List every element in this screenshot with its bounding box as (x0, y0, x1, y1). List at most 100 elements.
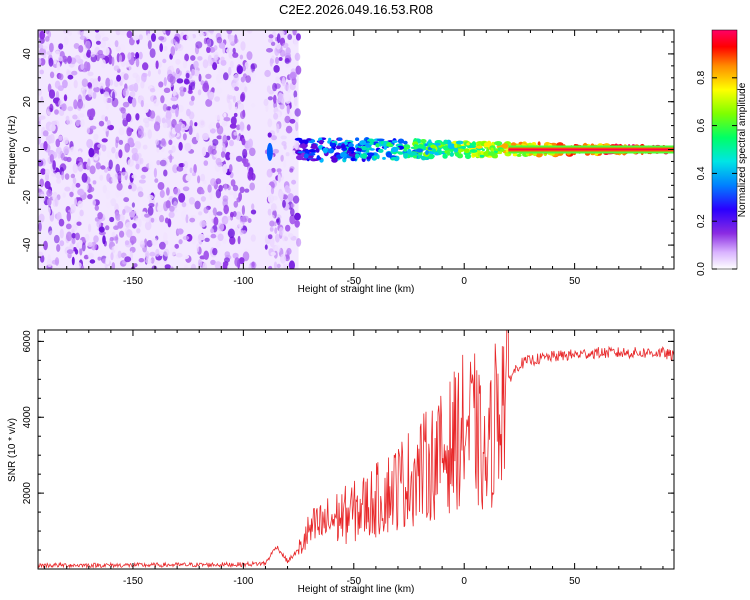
noise-speckle (85, 40, 91, 49)
noise-speckle (165, 30, 171, 36)
noise-speckle (137, 191, 144, 198)
noise-speckle (163, 87, 171, 94)
noise-speckle (200, 189, 205, 195)
signal-speckle (454, 143, 458, 148)
noise-speckle (156, 147, 160, 153)
noise-speckle (65, 223, 72, 230)
noise-speckle (290, 208, 295, 217)
noise-speckle (233, 73, 240, 82)
noise-speckle (102, 46, 110, 56)
noise-speckle (66, 231, 73, 242)
noise-speckle (124, 143, 130, 153)
noise-speckle (263, 98, 269, 106)
noise-speckle (292, 195, 300, 204)
noise-speckle (191, 234, 197, 245)
noise-speckle (73, 197, 78, 206)
noise-speckle (118, 54, 123, 63)
noise-speckle (159, 241, 166, 250)
noise-speckle (117, 173, 122, 182)
noise-speckle (93, 133, 99, 141)
noise-speckle (124, 240, 130, 246)
signal-speckle (501, 143, 509, 149)
noise-speckle (190, 95, 195, 102)
noise-speckle (66, 211, 72, 222)
noise-speckle (291, 179, 297, 185)
noise-speckle (138, 34, 143, 41)
snr-xtick-label: 50 (569, 576, 581, 587)
noise-speckle (160, 95, 165, 104)
spectrogram-axes: -150 -100 -50 0 50 -40 -20 0 20 40 (22, 29, 674, 287)
noise-speckle (220, 59, 227, 66)
noise-speckle (223, 112, 227, 118)
noise-speckle (61, 103, 67, 112)
noise-speckle (294, 52, 301, 62)
noise-speckle (270, 251, 276, 256)
noise-speckle (148, 161, 154, 170)
noise-speckle (235, 155, 243, 162)
noise-speckle (208, 214, 216, 219)
noise-speckle (240, 41, 246, 51)
noise-speckle (180, 123, 186, 133)
noise-speckle (77, 162, 84, 172)
noise-speckle (289, 71, 297, 80)
noise-speckle (56, 178, 62, 184)
noise-speckle (120, 171, 128, 177)
noise-speckle (158, 61, 162, 68)
signal-speckle (348, 142, 354, 148)
noise-speckle (151, 237, 158, 246)
noise-speckle (77, 30, 81, 35)
signal-speckle (409, 152, 418, 156)
noise-speckle (39, 49, 46, 56)
noise-speckle (284, 198, 290, 204)
noise-speckle (93, 153, 99, 161)
noise-speckle (88, 88, 93, 98)
noise-speckle (147, 70, 151, 77)
noise-speckle (270, 187, 275, 195)
signal-speckle (355, 137, 360, 141)
noise-speckle (78, 239, 83, 249)
noise-speckle (126, 113, 132, 123)
noise-speckle (280, 135, 288, 140)
noise-speckle (188, 125, 193, 135)
snr-ytick-label: 4000 (22, 406, 33, 429)
noise-speckle (239, 186, 245, 193)
noise-speckle (184, 142, 192, 152)
noise-speckle (44, 180, 51, 190)
noise-speckle (174, 123, 182, 133)
noise-speckle (250, 103, 256, 108)
noise-speckle (98, 120, 105, 127)
noise-speckle (210, 178, 217, 187)
noise-speckle (158, 36, 165, 41)
signal-speckle (500, 148, 505, 152)
noise-speckle (210, 233, 217, 239)
noise-speckle (135, 52, 140, 60)
noise-speckle (71, 182, 75, 193)
snr-ylabel: SNR (10 * v/v) (7, 418, 18, 482)
noise-speckle (276, 263, 281, 269)
noise-speckle (54, 257, 60, 266)
noise-speckle (86, 51, 91, 58)
noise-speckle (269, 220, 275, 227)
signal-speckle (453, 147, 459, 153)
snr-axes: -150 -100 -50 0 50 2000 4000 6000 (22, 330, 674, 587)
noise-speckle (215, 178, 222, 185)
noise-speckle (265, 184, 272, 194)
signal-speckle (327, 148, 335, 154)
noise-speckle (178, 193, 186, 203)
noise-speckle (171, 145, 176, 153)
signal-speckle (340, 151, 347, 158)
snr-xtick-label: -100 (233, 576, 253, 587)
noise-speckle (53, 234, 60, 244)
noise-speckle (151, 265, 158, 269)
noise-speckle (216, 87, 223, 94)
noise-speckle (87, 82, 92, 88)
noise-speckle (72, 114, 78, 120)
noise-speckle (163, 45, 168, 52)
noise-speckle (178, 239, 183, 245)
noise-speckle (176, 78, 184, 84)
noise-speckle (168, 139, 173, 146)
noise-speckle (49, 123, 56, 132)
noise-speckle (202, 132, 209, 141)
noise-speckle (268, 38, 273, 43)
noise-speckle (135, 113, 140, 121)
